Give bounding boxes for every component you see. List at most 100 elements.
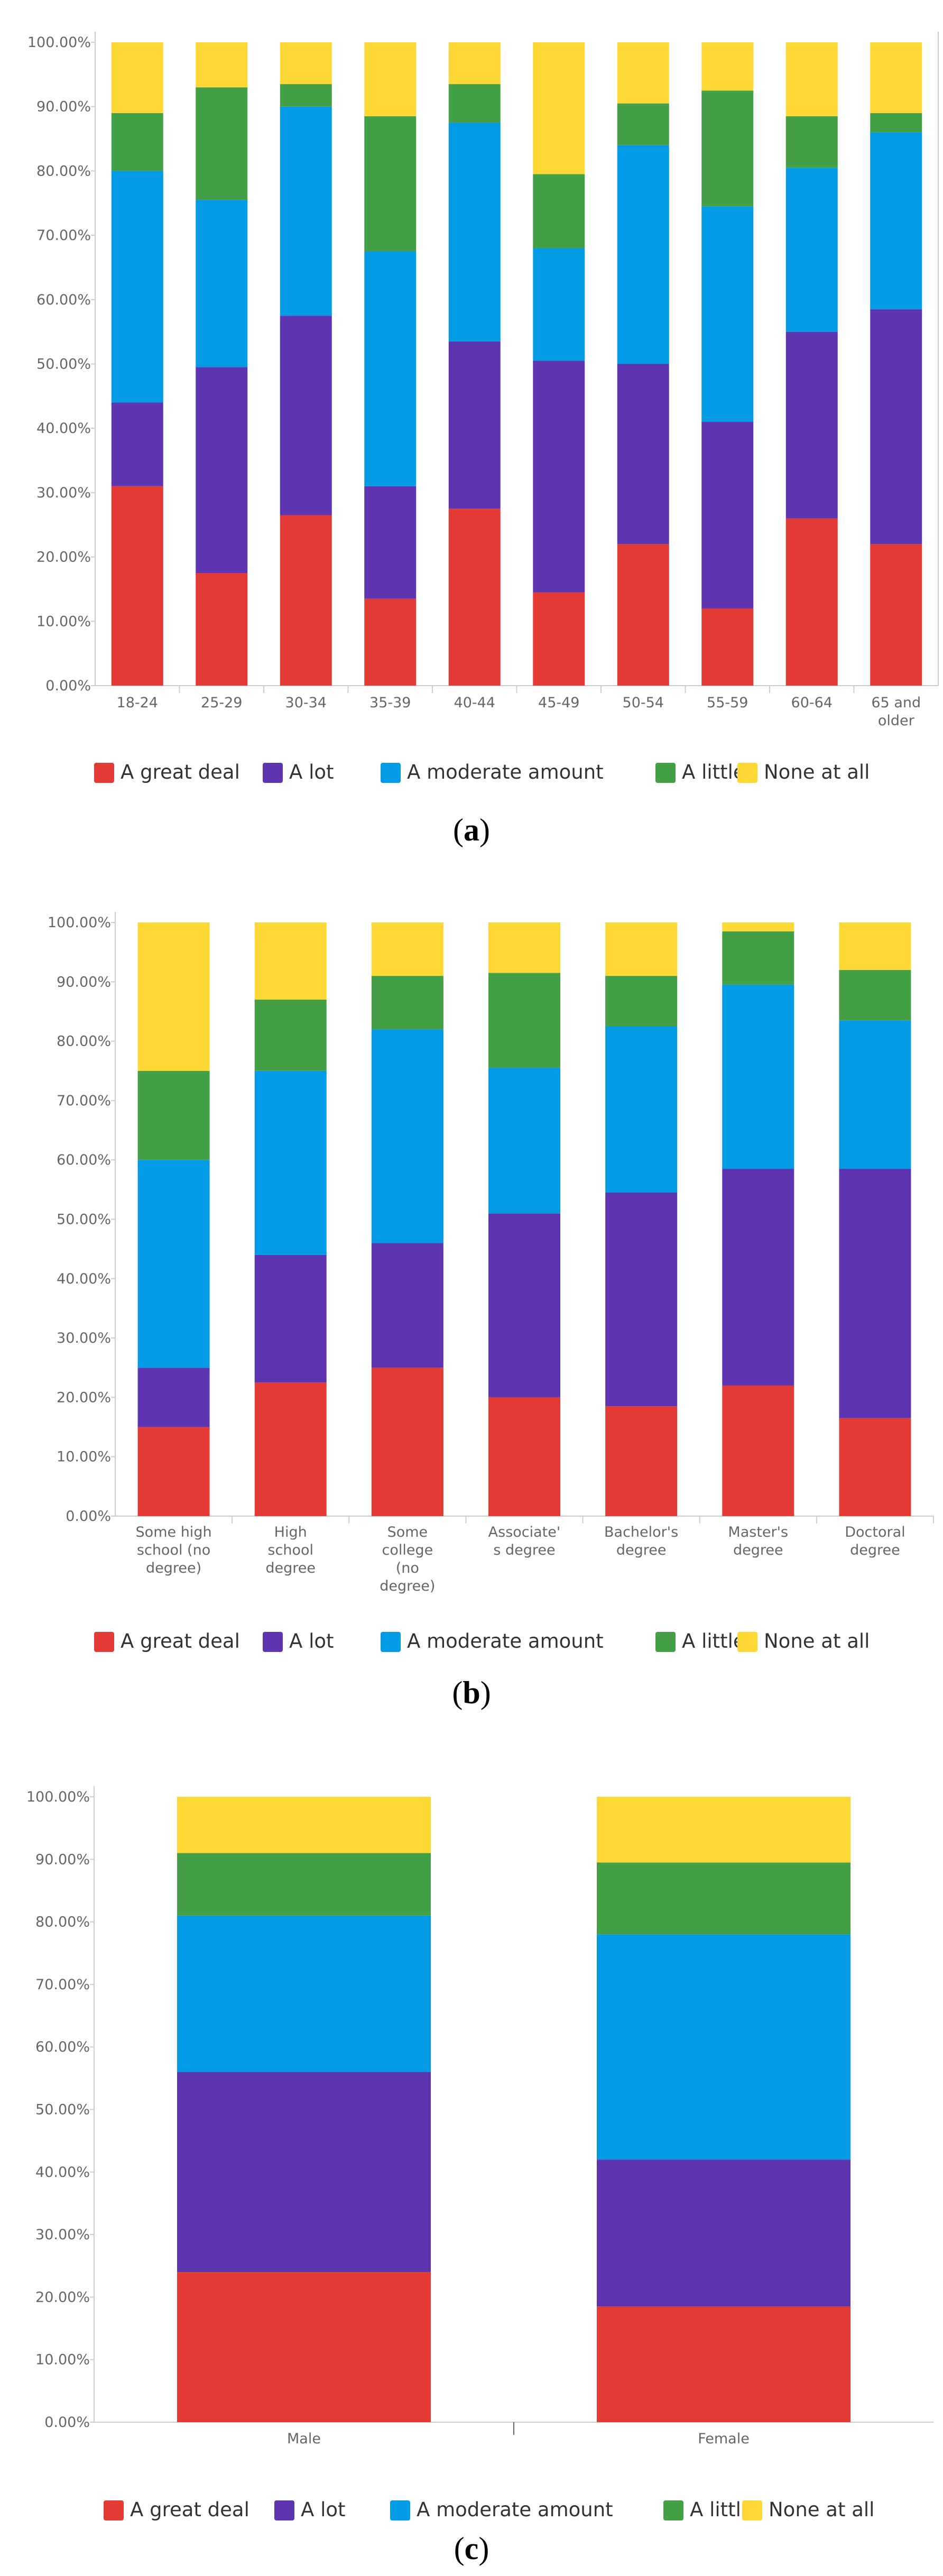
- bar-a-great-deal: [617, 544, 669, 686]
- legend-label-a-great-deal: A great deal: [121, 1630, 240, 1652]
- bar-none-at-all: [488, 922, 560, 973]
- bar-a-great-deal: [364, 598, 417, 686]
- x-tick-label: Some college (no degree): [380, 1524, 435, 1594]
- legend-label-a-moderate-amount: A moderate amount: [417, 2498, 613, 2521]
- bar-none-at-all: [722, 922, 794, 931]
- legend-swatch-a-little: [663, 2500, 683, 2520]
- bar-a-lot: [111, 402, 163, 486]
- x-tick-label: 60-64: [791, 695, 833, 711]
- x-tick-label: Associate' s degree: [488, 1524, 561, 1558]
- chart-a: 0.00% 10.00% 20.00% 30.00% 40.00% 50.00% 60.00…: [27, 32, 939, 783]
- bar-a-moderate-amount: [533, 248, 585, 361]
- x-tick-label: 30-34: [285, 695, 327, 711]
- bar-a-moderate-amount: [597, 1934, 850, 2160]
- y-tick-label: 40.00%: [36, 420, 91, 437]
- bar-a-great-deal: [254, 1382, 327, 1516]
- bar-a-little: [870, 113, 922, 133]
- bar-none-at-all: [280, 42, 332, 85]
- bar-a-lot: [448, 341, 501, 509]
- bar-a-little: [371, 976, 443, 1030]
- legend-label-none-at-all: None at all: [769, 2498, 874, 2521]
- legend-label-a-moderate-amount: A moderate amount: [407, 761, 604, 783]
- bar-none-at-all: [364, 42, 417, 116]
- bar-a-little: [617, 103, 669, 145]
- bar-none-at-all: [870, 42, 922, 113]
- y-tick-label: 10.00%: [57, 1449, 111, 1465]
- x-tick-label: Male: [287, 2431, 321, 2447]
- bar-a-little: [177, 1853, 431, 1916]
- legend-swatch-a-great-deal: [94, 1632, 114, 1652]
- legend-label-a-little: A little: [682, 1630, 745, 1652]
- y-tick-label: 90.00%: [35, 1851, 90, 1868]
- y-tick-label: 80.00%: [36, 163, 91, 179]
- y-tick-label: 70.00%: [57, 1093, 111, 1109]
- bar-a-moderate-amount: [196, 200, 248, 367]
- bar-none-at-all: [254, 922, 327, 1000]
- bar-a-lot: [177, 2072, 431, 2273]
- bar-a-moderate-amount: [448, 123, 501, 341]
- legend-swatch-a-lot: [263, 763, 283, 783]
- bar-a-little: [196, 87, 248, 200]
- y-tick-label: 70.00%: [36, 227, 91, 244]
- bar-a-lot: [605, 1192, 678, 1407]
- legend-label-a-great-deal: A great deal: [121, 761, 240, 783]
- bar-a-little: [722, 931, 794, 985]
- bar-a-little: [597, 1862, 850, 1935]
- legend-swatch-a-great-deal: [94, 763, 114, 783]
- y-tick-label: 10.00%: [35, 2352, 90, 2368]
- bar-a-great-deal: [177, 2272, 431, 2422]
- bar-a-lot: [533, 361, 585, 593]
- y-tick-label: 0.00%: [44, 2414, 90, 2431]
- x-tick-label: Female: [698, 2431, 750, 2447]
- y-tick-label: 90.00%: [36, 99, 91, 115]
- bar-none-at-all: [196, 42, 248, 88]
- bar-a-great-deal: [785, 518, 838, 686]
- x-tick-label: 25-29: [201, 695, 242, 711]
- bar-a-moderate-amount: [254, 1070, 327, 1255]
- y-tick-label: 80.00%: [57, 1033, 111, 1050]
- legend-swatch-a-moderate-amount: [390, 2500, 410, 2520]
- bar-a-great-deal: [839, 1418, 911, 1516]
- bar-a-moderate-amount: [371, 1029, 443, 1243]
- bar-a-moderate-amount: [137, 1160, 210, 1368]
- x-tick-label: Doctoral degree: [845, 1524, 905, 1558]
- legend-swatch-a-moderate-amount: [381, 1632, 401, 1652]
- bar-a-lot: [364, 486, 417, 599]
- bar-none-at-all: [137, 922, 210, 1071]
- bar-a-moderate-amount: [617, 145, 669, 364]
- bar-a-great-deal: [371, 1368, 443, 1516]
- bar-a-moderate-amount: [488, 1068, 560, 1214]
- bar-a-little: [533, 174, 585, 248]
- y-tick-label: 20.00%: [36, 549, 91, 566]
- legend-swatch-a-moderate-amount: [381, 763, 401, 783]
- y-tick-label: 80.00%: [35, 1914, 90, 1931]
- y-tick-label: 90.00%: [57, 974, 111, 990]
- y-tick-label: 20.00%: [35, 2289, 90, 2305]
- legend-label-a-lot: A lot: [301, 2498, 346, 2521]
- legend-label-a-lot: A lot: [289, 1630, 334, 1652]
- bar-none-at-all: [533, 42, 585, 174]
- bar-a-moderate-amount: [785, 168, 838, 332]
- legend-swatch-a-lot: [263, 1632, 283, 1652]
- bar-a-great-deal: [196, 573, 248, 686]
- bar-a-lot: [280, 316, 332, 515]
- bar-a-moderate-amount: [722, 984, 794, 1169]
- bar-a-lot: [839, 1169, 911, 1418]
- bar-a-moderate-amount: [701, 206, 754, 422]
- x-tick-label: 65 and older: [871, 695, 921, 729]
- x-tick-label: 50-54: [623, 695, 664, 711]
- chart-c: 0.00% 10.00% 20.00% 30.00% 40.00% 50.00% 60.00…: [26, 1786, 933, 2521]
- bar-a-little: [280, 84, 332, 107]
- bar-a-great-deal: [870, 544, 922, 686]
- bar-a-great-deal: [488, 1397, 560, 1516]
- bar-a-lot: [371, 1243, 443, 1368]
- bar-a-little: [137, 1070, 210, 1160]
- x-tick-label: Master's degree: [728, 1524, 788, 1558]
- bar-a-great-deal: [137, 1427, 210, 1516]
- bar-none-at-all: [371, 922, 443, 976]
- bar-none-at-all: [785, 42, 838, 116]
- legend-label-a-great-deal: A great deal: [130, 2498, 249, 2521]
- bar-none-at-all: [701, 42, 754, 91]
- bar-a-great-deal: [701, 608, 754, 686]
- y-tick-label: 40.00%: [35, 2164, 90, 2181]
